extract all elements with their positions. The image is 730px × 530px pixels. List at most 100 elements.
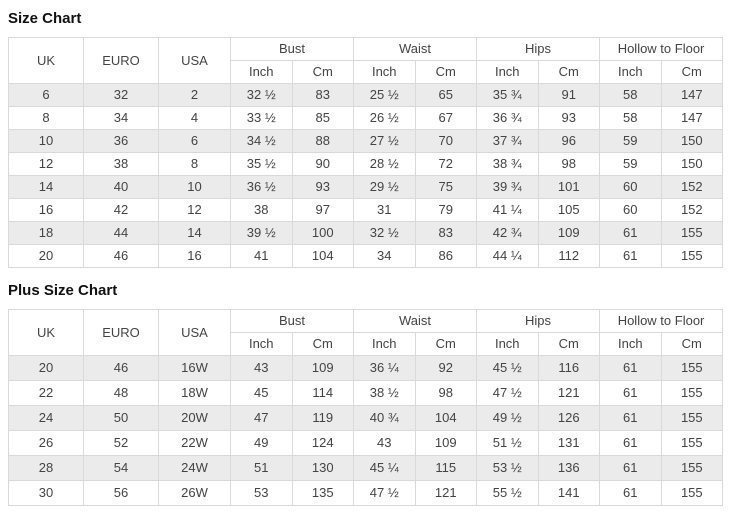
table-cell: 96 (537, 129, 601, 153)
table-cell: 60 (599, 198, 662, 222)
table-cell: 61 (599, 244, 662, 268)
table-cell: 36 ¼ (353, 355, 416, 381)
table-cell: 38 (83, 152, 159, 176)
table-cell: 116 (537, 355, 601, 381)
column-header-uk: UK (8, 37, 84, 84)
plus-size-chart-table: UK EURO USA Bust Waist Hips Hollow to Floor Inc… (8, 309, 724, 506)
table-cell: 104 (291, 244, 355, 268)
table-cell: 155 (660, 244, 724, 268)
table-row: 18 44 14 39 ½ 100 32 ½ 83 42 ¾ 109 61 155 (8, 221, 724, 245)
header-row-groups: UK EURO USA Bust Waist Hips Hollow to Floor (8, 37, 724, 84)
unit-header-cm: Cm (291, 60, 355, 84)
table-cell: 147 (660, 106, 724, 130)
unit-header-inch: Inch (230, 332, 293, 356)
column-header-usa: USA (158, 37, 231, 84)
table-cell: 98 (414, 380, 478, 406)
table-cell: 46 (83, 355, 159, 381)
table-cell: 32 (83, 83, 159, 107)
table-cell: 20 (8, 355, 84, 381)
table-cell: 147 (660, 83, 724, 107)
table-cell: 54 (83, 455, 159, 481)
table-cell: 49 ½ (476, 405, 539, 431)
size-chart-table-body: 6 32 2 32 ½ 83 25 ½ 65 35 ¾ 91 58 147 8 34 4 33 ½ 85 26 … (8, 83, 724, 268)
table-cell: 72 (414, 152, 478, 176)
table-cell: 56 (83, 480, 159, 506)
table-cell: 58 (599, 106, 662, 130)
column-header-hollow-to-floor: Hollow to Floor (599, 37, 724, 61)
table-cell: 75 (414, 175, 478, 199)
table-cell: 22W (158, 430, 231, 456)
table-cell: 24 (8, 405, 84, 431)
table-cell: 61 (599, 455, 662, 481)
table-cell: 31 (353, 198, 416, 222)
table-cell: 14 (158, 221, 231, 245)
table-cell: 152 (660, 175, 724, 199)
table-cell: 119 (291, 405, 355, 431)
table-cell: 155 (660, 355, 724, 381)
table-cell: 26 (8, 430, 84, 456)
table-cell: 155 (660, 221, 724, 245)
table-cell: 45 ¼ (353, 455, 416, 481)
table-row: 20 46 16W 43 109 36 ¼ 92 45 ½ 116 61 155 (8, 355, 724, 381)
table-cell: 10 (8, 129, 84, 153)
table-cell: 58 (599, 83, 662, 107)
table-cell: 93 (291, 175, 355, 199)
table-cell: 150 (660, 152, 724, 176)
column-header-euro: EURO (83, 37, 159, 84)
table-cell: 42 (83, 198, 159, 222)
table-cell: 93 (537, 106, 601, 130)
table-cell: 47 (230, 405, 293, 431)
plus-size-chart-title: Plus Size Chart (8, 282, 118, 299)
unit-header-cm: Cm (414, 332, 478, 356)
table-cell: 14 (8, 175, 84, 199)
table-cell: 45 ½ (476, 355, 539, 381)
table-cell: 26 ½ (353, 106, 416, 130)
header-row-units: Inch Cm Inch Cm Inch Cm Inch Cm (9, 60, 724, 84)
table-cell: 16W (158, 355, 231, 381)
table-cell: 101 (537, 175, 601, 199)
table-cell: 97 (291, 198, 355, 222)
unit-header-inch: Inch (230, 60, 293, 84)
unit-header-cm: Cm (660, 332, 724, 356)
table-cell: 39 ½ (230, 221, 293, 245)
table-cell: 43 (353, 430, 416, 456)
table-cell: 45 (230, 380, 293, 406)
table-cell: 8 (158, 152, 231, 176)
table-cell: 46 (83, 244, 159, 268)
table-cell: 121 (537, 380, 601, 406)
table-cell: 24W (158, 455, 231, 481)
table-cell: 53 ½ (476, 455, 539, 481)
table-cell: 29 ½ (353, 175, 416, 199)
header-row-groups: UK EURO USA Bust Waist Hips Hollow to Floor (8, 309, 724, 356)
table-cell: 131 (537, 430, 601, 456)
table-row: 28 54 24W 51 130 45 ¼ 115 53 ½ 136 61 155 (8, 455, 724, 481)
table-cell: 51 (230, 455, 293, 481)
size-chart-table: UK EURO USA Bust Waist Hips Hollow to Floor Inc… (8, 37, 724, 268)
table-cell: 55 ½ (476, 480, 539, 506)
size-chart-title: Size Chart (8, 10, 82, 27)
unit-header-inch: Inch (353, 332, 416, 356)
table-cell: 35 ¾ (476, 83, 539, 107)
unit-header-cm: Cm (537, 332, 601, 356)
table-cell: 130 (291, 455, 355, 481)
table-cell: 8 (8, 106, 84, 130)
table-cell: 88 (291, 129, 355, 153)
table-cell: 16 (158, 244, 231, 268)
table-cell: 61 (599, 380, 662, 406)
table-cell: 83 (414, 221, 478, 245)
table-cell: 34 (353, 244, 416, 268)
table-cell: 109 (537, 221, 601, 245)
table-cell: 104 (414, 405, 478, 431)
column-header-hips: Hips (476, 37, 601, 61)
table-cell: 105 (537, 198, 601, 222)
unit-header-cm: Cm (291, 332, 355, 356)
table-cell: 61 (599, 405, 662, 431)
unit-header-cm: Cm (660, 60, 724, 84)
table-cell: 40 ¾ (353, 405, 416, 431)
column-header-hips: Hips (476, 309, 601, 333)
table-cell: 44 (83, 221, 159, 245)
table-cell: 85 (291, 106, 355, 130)
table-cell: 135 (291, 480, 355, 506)
table-cell: 16 (8, 198, 84, 222)
